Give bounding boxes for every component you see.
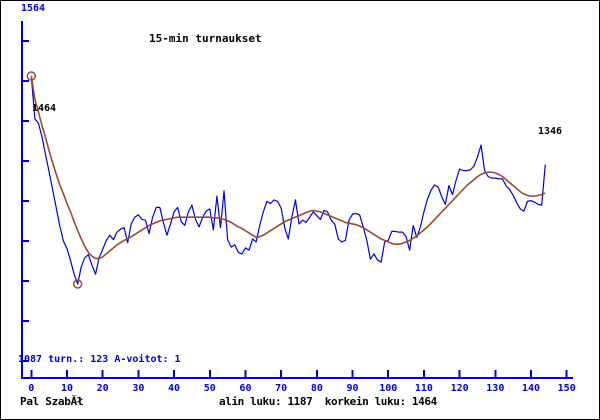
chart-title: 15-min turnaukset (149, 32, 262, 45)
y-axis-max-label: 1564 (21, 3, 46, 14)
x-tick-label: 60 (239, 383, 252, 394)
x-tick-label: 130 (486, 383, 505, 394)
x-tick-label: 40 (168, 383, 181, 394)
y-axis-min-stats-line: 1087 turn.: 123 A-voitot: 1 (18, 354, 181, 365)
y-axis-min-label: 1087 (18, 354, 43, 365)
start-rating-label: 1464 (32, 103, 57, 114)
rating-line (30, 76, 546, 285)
x-tick-label: 140 (521, 383, 541, 394)
x-tick-label: 50 (203, 383, 216, 394)
min-max-summary: alin luku: 1187 korkein luku: 1464 (219, 395, 437, 408)
tournament-stats-text: turn.: 123 A-voitot: 1 (42, 354, 181, 365)
player-name: Pal SzabĂł (20, 395, 84, 408)
x-tick-label: 80 (310, 383, 323, 394)
x-tick-label: 90 (346, 383, 359, 394)
moving-average-line (30, 75, 546, 260)
x-tick-label: 100 (379, 383, 398, 394)
x-tick-label: 110 (414, 383, 433, 394)
x-tick-label: 120 (450, 383, 469, 394)
x-tick-label: 20 (96, 383, 109, 394)
point-marker-circle (72, 279, 83, 289)
x-tick-label: 10 (60, 383, 74, 394)
x-tick-label: 70 (275, 383, 288, 394)
x-tick-label: 0 (28, 383, 35, 394)
x-tick-label: 150 (557, 383, 576, 394)
x-tick-label: 30 (132, 383, 145, 394)
point-marker-circle (26, 71, 37, 81)
current-rating-label: 1346 (538, 126, 563, 137)
